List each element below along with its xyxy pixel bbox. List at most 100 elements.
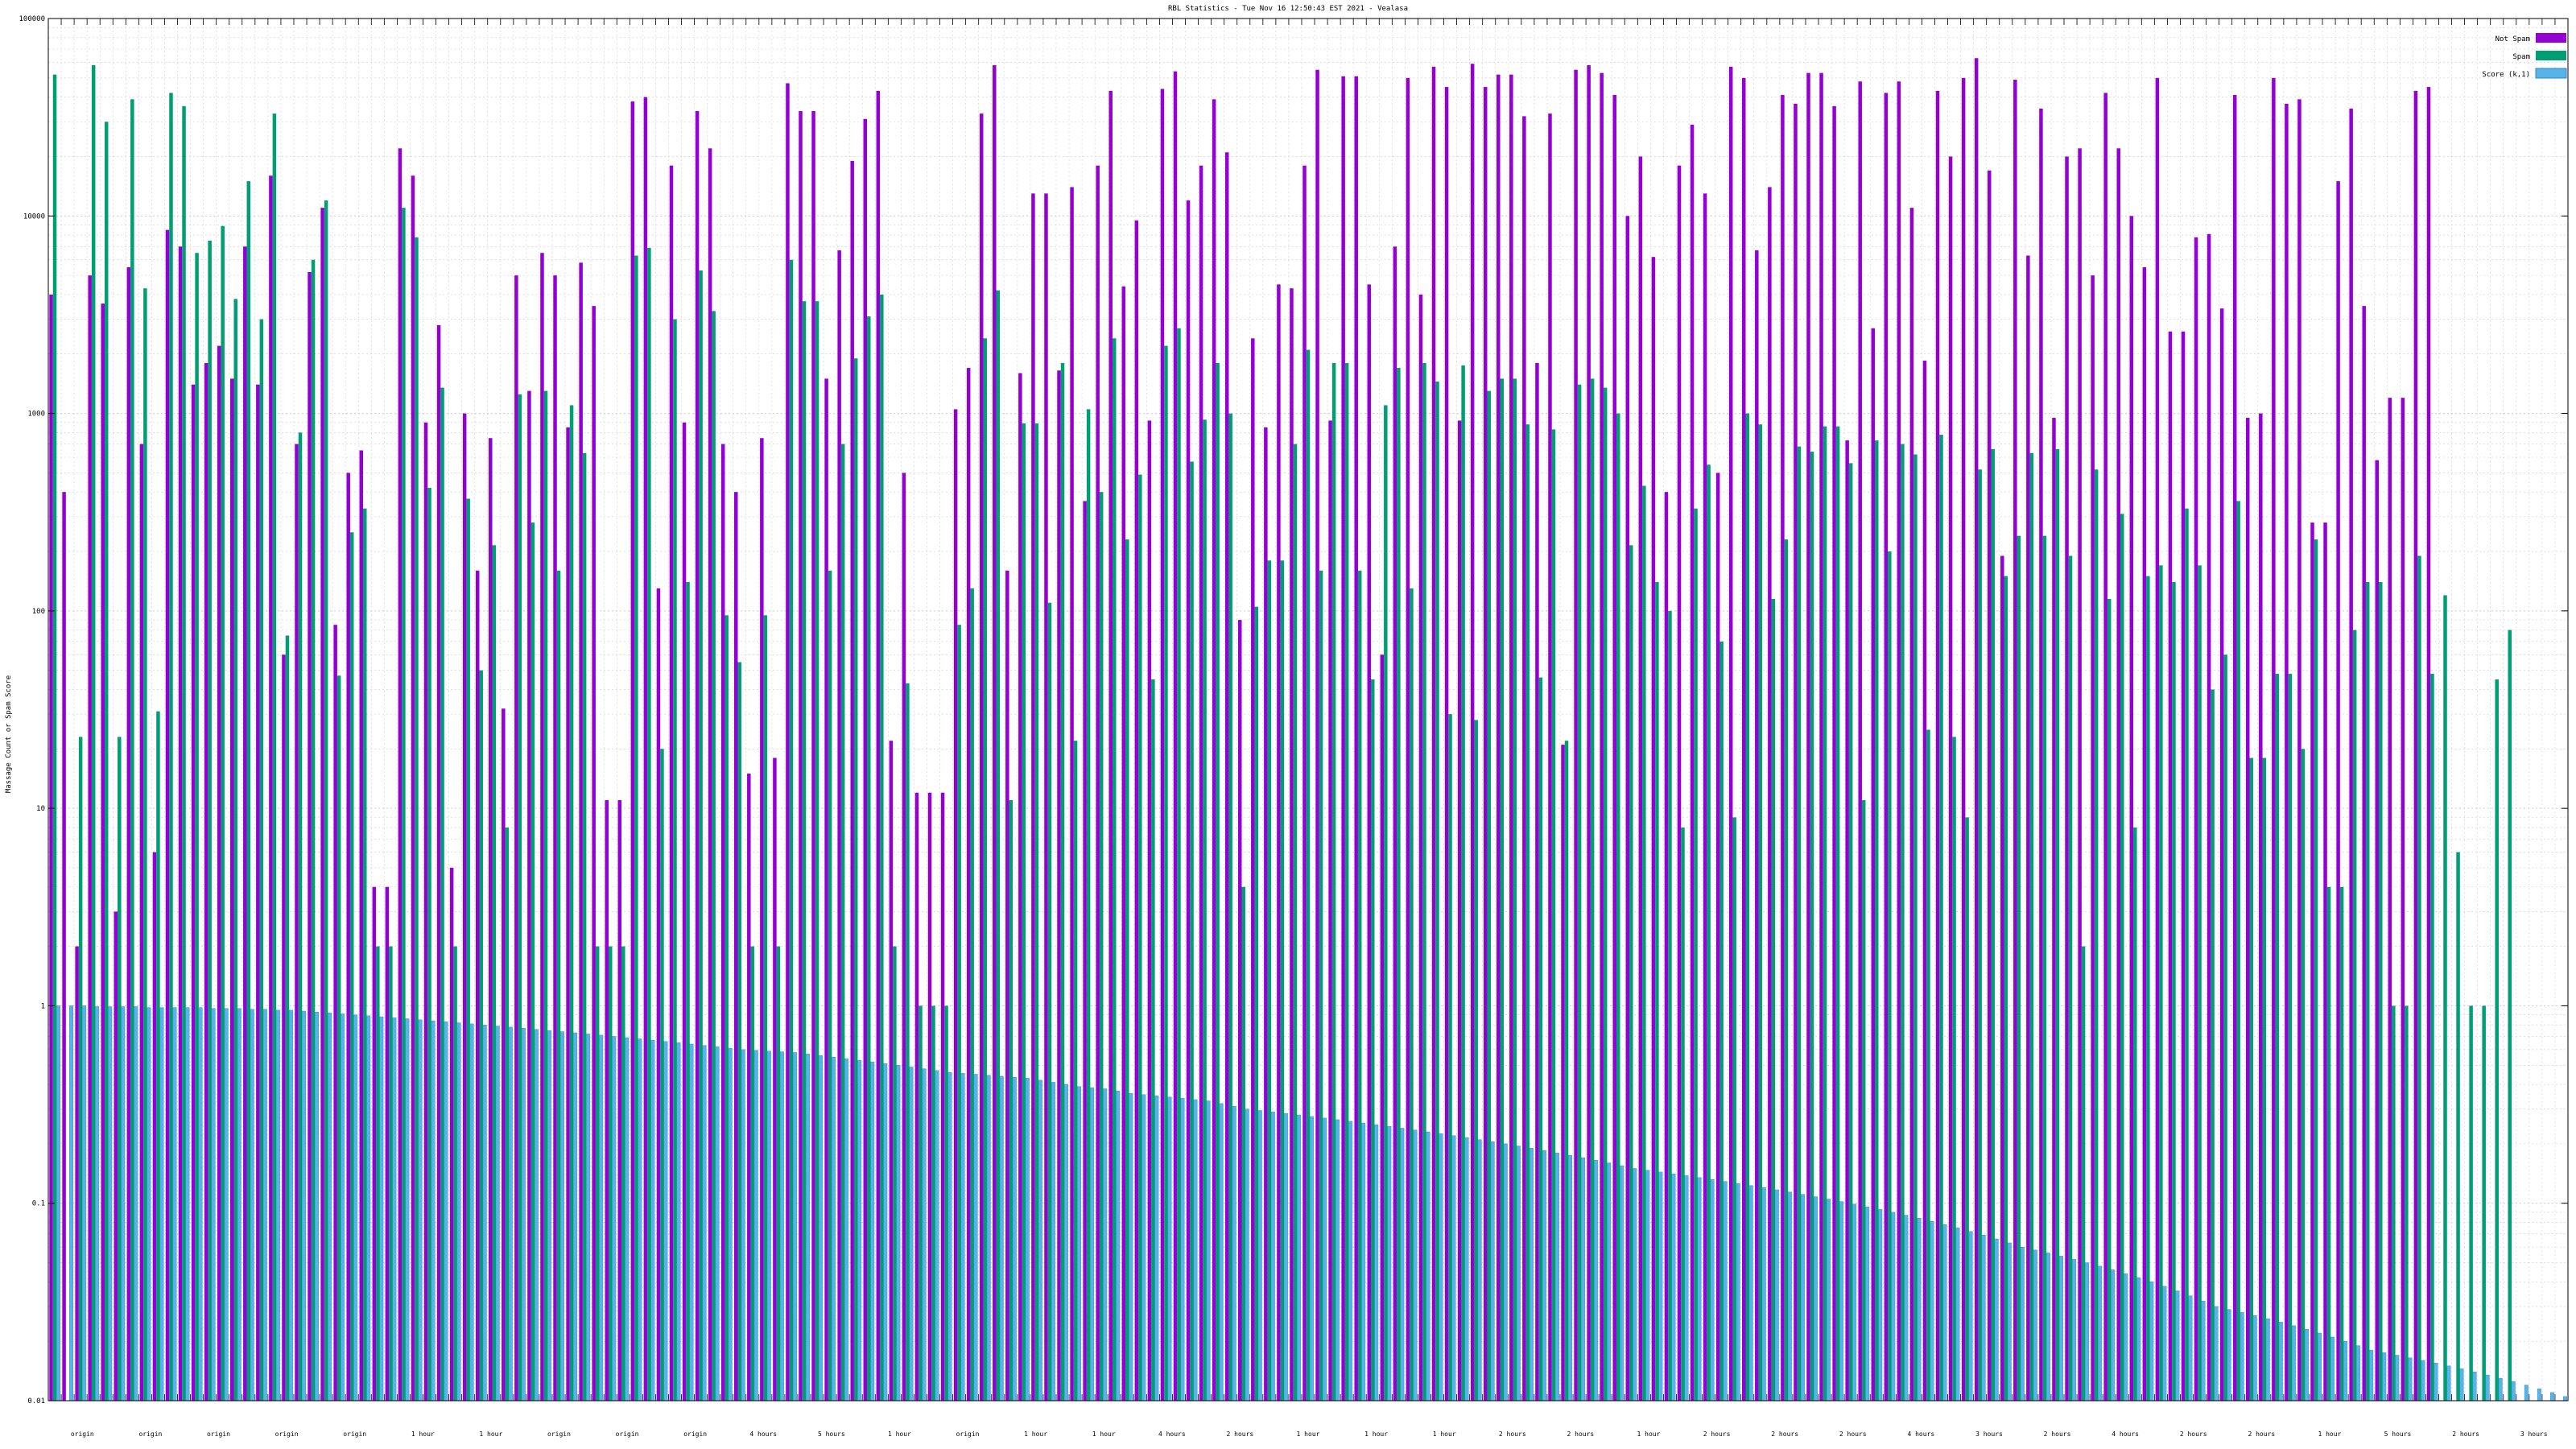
bar-score bbox=[1439, 1133, 1443, 1402]
bar-spam bbox=[272, 114, 277, 1401]
bar-not_spam bbox=[1354, 76, 1358, 1401]
bar-score bbox=[1025, 1078, 1030, 1402]
bar-spam bbox=[1190, 461, 1194, 1401]
bar-spam bbox=[621, 946, 625, 1401]
bar-score bbox=[379, 1016, 384, 1402]
bar-score bbox=[392, 1018, 397, 1402]
x-category-sublabel: 2 hours bbox=[1703, 1430, 1731, 1438]
bar-score bbox=[431, 1020, 436, 1402]
bar-score bbox=[2434, 1363, 2438, 1402]
bar-score bbox=[224, 1008, 229, 1402]
bar-not_spam bbox=[1871, 328, 1876, 1402]
bar-score bbox=[2459, 1368, 2464, 1402]
bar-spam bbox=[466, 498, 470, 1401]
bar-spam bbox=[2430, 674, 2434, 1401]
bar-spam bbox=[2107, 598, 2112, 1401]
bar-spam bbox=[660, 749, 664, 1401]
x-category-sublabel: 1 hour bbox=[1297, 1430, 1320, 1438]
bar-not_spam bbox=[1224, 152, 1229, 1402]
bar-not_spam bbox=[2155, 77, 2160, 1401]
bar-spam bbox=[1422, 362, 1426, 1401]
bar-not_spam bbox=[1845, 440, 1849, 1401]
x-category-sublabel: origin bbox=[275, 1430, 299, 1438]
bar-spam bbox=[634, 255, 638, 1401]
bar-score bbox=[1904, 1215, 1909, 1402]
bar-score bbox=[2446, 1365, 2451, 1402]
bar-score bbox=[495, 1026, 500, 1402]
bar-not_spam bbox=[256, 384, 260, 1402]
x-category-sublabel: 1 hour bbox=[411, 1430, 435, 1438]
bar-not_spam bbox=[1186, 200, 1191, 1402]
bar-score bbox=[1180, 1098, 1185, 1402]
bar-spam bbox=[324, 200, 328, 1402]
bar-not_spam bbox=[2000, 555, 2004, 1401]
bar-spam bbox=[919, 1005, 923, 1401]
chart-title: RBL Statistics - Tue Nov 16 12:50:43 EST… bbox=[1168, 5, 1408, 13]
bar-spam bbox=[1952, 737, 1956, 1401]
bar-score bbox=[405, 1018, 410, 1402]
bar-score bbox=[599, 1034, 604, 1402]
bar-not_spam bbox=[178, 246, 183, 1401]
bar-spam bbox=[1848, 463, 1853, 1401]
bar-not_spam bbox=[2349, 108, 2353, 1401]
bar-not_spam bbox=[2401, 398, 2405, 1401]
bar-spam bbox=[2236, 501, 2240, 1402]
bar-not_spam bbox=[1522, 116, 1526, 1401]
bar-not_spam bbox=[101, 303, 105, 1401]
bar-not_spam bbox=[747, 773, 751, 1401]
bar-spam bbox=[246, 181, 251, 1402]
bar-score bbox=[1219, 1103, 1224, 1402]
bar-spam bbox=[2004, 576, 2008, 1401]
bar-spam bbox=[492, 545, 497, 1402]
bar-not_spam bbox=[2078, 148, 2082, 1402]
bar-spam bbox=[970, 588, 974, 1401]
bar-not_spam bbox=[2168, 331, 2173, 1401]
bar-score bbox=[482, 1024, 487, 1402]
bar-not_spam bbox=[2413, 90, 2418, 1402]
bar-score bbox=[1257, 1110, 1262, 1402]
bar-not_spam bbox=[553, 275, 557, 1402]
bar-score bbox=[69, 1005, 74, 1402]
bar-score bbox=[1503, 1143, 1508, 1402]
bar-score bbox=[1761, 1187, 1766, 1402]
bar-not_spam bbox=[2426, 87, 2431, 1402]
bar-spam bbox=[195, 253, 199, 1401]
legend-swatch-spam bbox=[2536, 51, 2566, 60]
bar-spam bbox=[479, 670, 483, 1401]
y-tick-label: 100 bbox=[32, 608, 45, 616]
bar-not_spam bbox=[1328, 420, 1332, 1401]
bar-spam bbox=[1151, 679, 1155, 1401]
bar-not_spam bbox=[1742, 77, 1746, 1401]
bar-score bbox=[2240, 1312, 2244, 1402]
bar-spam bbox=[1616, 413, 1620, 1401]
bar-not_spam bbox=[2065, 156, 2069, 1401]
bar-score bbox=[2149, 1282, 2154, 1402]
bar-spam bbox=[996, 290, 1001, 1402]
x-category-sublabel: 2 hours bbox=[1227, 1430, 1254, 1438]
bar-spam bbox=[427, 487, 431, 1402]
bar-not_spam bbox=[540, 253, 544, 1401]
bar-score bbox=[1141, 1094, 1146, 1402]
bar-not_spam bbox=[2259, 413, 2263, 1401]
bar-not_spam bbox=[656, 588, 661, 1401]
bar-score bbox=[1323, 1117, 1327, 1402]
bar-not_spam bbox=[88, 275, 92, 1402]
bar-score bbox=[1167, 1096, 1172, 1402]
bar-not_spam bbox=[1664, 492, 1669, 1401]
bar-spam bbox=[1564, 741, 1569, 1401]
bar-spam bbox=[415, 237, 419, 1401]
y-tick-label: 10000 bbox=[23, 213, 45, 221]
bar-spam bbox=[2172, 582, 2176, 1401]
bar-score bbox=[2098, 1265, 2103, 1402]
bar-not_spam bbox=[1160, 89, 1165, 1402]
bar-spam bbox=[118, 737, 122, 1401]
bar-spam bbox=[2185, 508, 2189, 1401]
x-category-sublabel: origin bbox=[616, 1430, 639, 1438]
bar-score bbox=[1103, 1088, 1108, 1402]
bar-spam bbox=[182, 105, 186, 1402]
bar-score bbox=[909, 1067, 914, 1402]
bar-score bbox=[2369, 1350, 2374, 1402]
bar-score bbox=[147, 1007, 151, 1402]
bar-spam bbox=[2159, 565, 2163, 1401]
legend-label-not_spam: Not Spam bbox=[2496, 35, 2530, 43]
